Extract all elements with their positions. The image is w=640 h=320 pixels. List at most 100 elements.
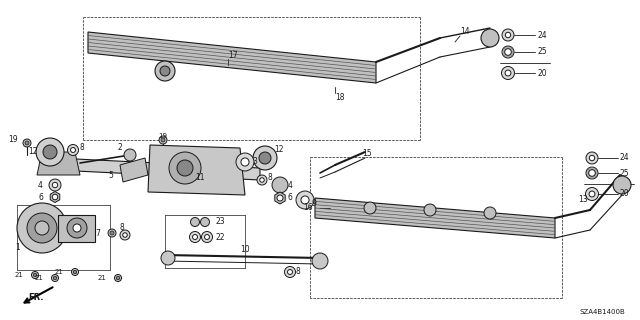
Text: 7: 7 (95, 228, 100, 237)
Text: 13: 13 (578, 196, 588, 204)
Text: 8: 8 (296, 268, 301, 276)
Text: 12: 12 (274, 146, 284, 155)
Circle shape (241, 158, 249, 166)
Circle shape (115, 275, 122, 282)
Circle shape (202, 231, 212, 243)
Polygon shape (315, 198, 555, 238)
Circle shape (159, 136, 167, 144)
Circle shape (49, 179, 61, 191)
Circle shape (586, 167, 598, 179)
Text: 8: 8 (80, 143, 84, 153)
Circle shape (505, 49, 511, 55)
Text: 8: 8 (120, 223, 125, 233)
Circle shape (272, 177, 288, 193)
Text: 12: 12 (29, 148, 38, 156)
Circle shape (591, 167, 593, 169)
Circle shape (116, 276, 120, 280)
Polygon shape (120, 158, 148, 182)
Circle shape (155, 61, 175, 81)
Text: 23: 23 (215, 218, 225, 227)
Circle shape (27, 213, 57, 243)
Circle shape (52, 182, 58, 188)
Circle shape (51, 275, 58, 282)
Text: 18: 18 (335, 92, 344, 101)
Text: 5: 5 (108, 171, 113, 180)
Circle shape (591, 177, 593, 179)
Circle shape (502, 29, 514, 41)
Circle shape (191, 218, 200, 227)
Circle shape (236, 153, 254, 171)
Text: 4: 4 (38, 180, 43, 189)
Polygon shape (58, 215, 95, 242)
Circle shape (613, 176, 631, 194)
Circle shape (36, 138, 64, 166)
Circle shape (17, 203, 67, 253)
Text: FR.: FR. (28, 293, 44, 302)
Text: 6: 6 (288, 194, 293, 203)
Circle shape (73, 270, 77, 274)
Circle shape (161, 138, 165, 142)
Text: 21: 21 (97, 275, 106, 281)
Circle shape (72, 268, 79, 276)
Circle shape (110, 231, 114, 235)
Polygon shape (55, 158, 260, 180)
Circle shape (586, 172, 588, 174)
Text: 22: 22 (215, 233, 225, 242)
Text: 21: 21 (34, 275, 43, 281)
Text: 24: 24 (620, 154, 630, 163)
Circle shape (595, 176, 596, 177)
Text: 2: 2 (118, 143, 123, 153)
Circle shape (588, 176, 589, 177)
Circle shape (296, 191, 314, 209)
Circle shape (67, 218, 87, 238)
Circle shape (588, 169, 589, 170)
Text: 24: 24 (537, 30, 547, 39)
Polygon shape (50, 191, 60, 203)
Circle shape (200, 218, 209, 227)
Text: 10: 10 (240, 245, 250, 254)
Circle shape (189, 231, 200, 243)
Text: 9: 9 (312, 199, 317, 209)
Circle shape (160, 66, 170, 76)
Circle shape (259, 152, 271, 164)
Circle shape (589, 170, 595, 176)
Circle shape (67, 145, 79, 156)
Circle shape (53, 276, 57, 280)
Circle shape (277, 195, 283, 201)
Circle shape (120, 230, 130, 240)
Circle shape (511, 48, 513, 49)
Circle shape (108, 229, 116, 237)
Circle shape (502, 51, 504, 53)
Circle shape (513, 51, 514, 53)
Text: SZA4B1400B: SZA4B1400B (580, 309, 626, 315)
Text: 21: 21 (14, 272, 23, 278)
Circle shape (596, 172, 598, 174)
Text: 8: 8 (268, 173, 273, 182)
Text: 19: 19 (8, 135, 18, 145)
Circle shape (169, 152, 201, 184)
Circle shape (25, 141, 29, 145)
Text: 1: 1 (15, 244, 20, 252)
Polygon shape (148, 145, 245, 195)
Circle shape (287, 269, 292, 275)
Circle shape (253, 146, 277, 170)
Text: 6: 6 (38, 193, 43, 202)
Circle shape (508, 56, 509, 58)
Text: 19: 19 (158, 133, 167, 139)
Polygon shape (88, 32, 376, 83)
Circle shape (193, 235, 198, 239)
Circle shape (364, 202, 376, 214)
Circle shape (511, 55, 513, 56)
Circle shape (23, 139, 31, 147)
Circle shape (285, 267, 296, 277)
Circle shape (301, 196, 309, 204)
Circle shape (52, 194, 58, 200)
Circle shape (123, 233, 127, 237)
Circle shape (586, 152, 598, 164)
Polygon shape (275, 192, 285, 204)
Circle shape (260, 178, 264, 182)
Circle shape (424, 204, 436, 216)
Circle shape (505, 70, 511, 76)
Circle shape (35, 221, 49, 235)
Circle shape (257, 175, 267, 185)
